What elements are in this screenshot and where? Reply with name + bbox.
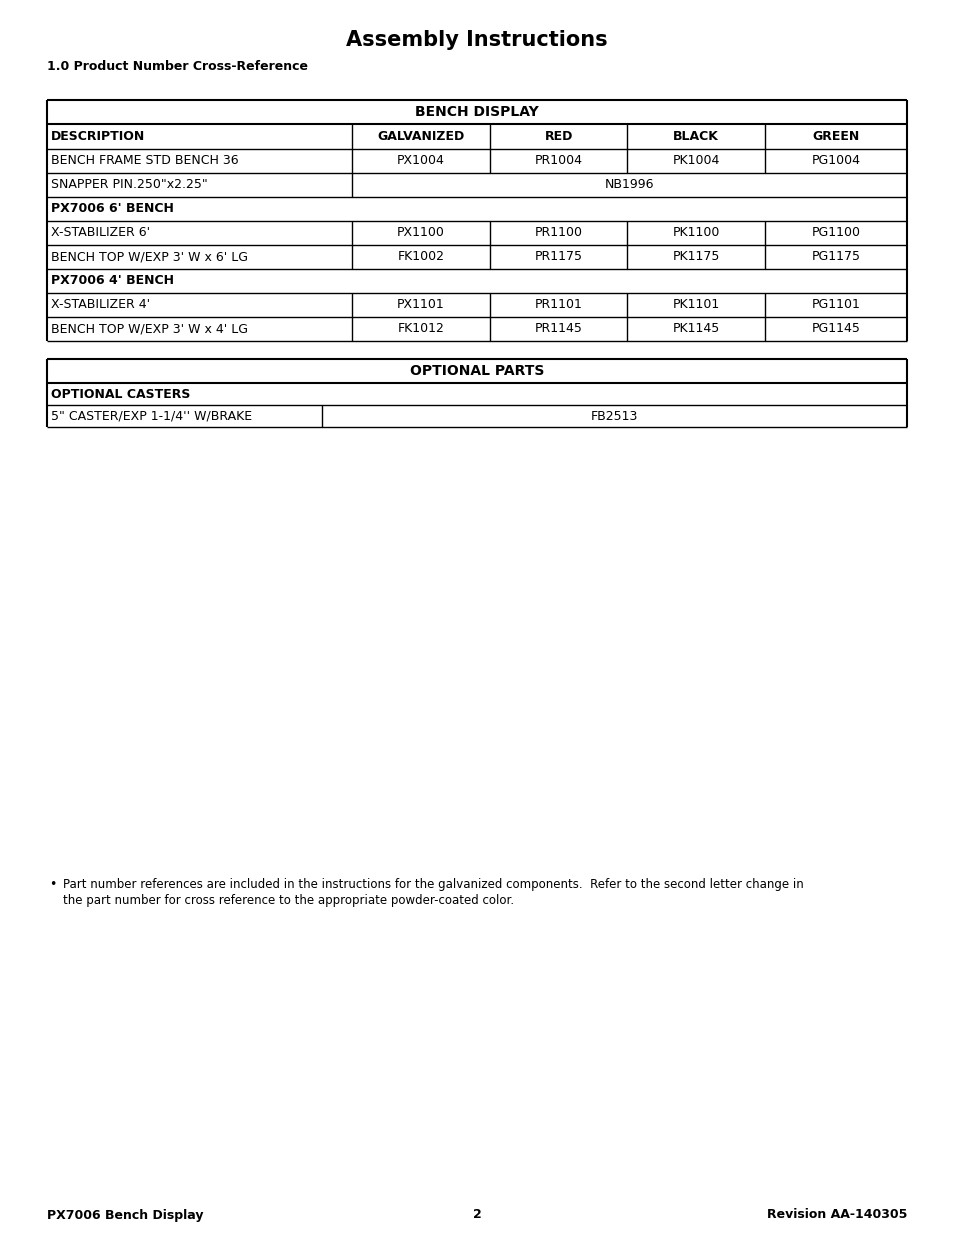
Text: BENCH TOP W/EXP 3' W x 4' LG: BENCH TOP W/EXP 3' W x 4' LG (51, 322, 248, 336)
Text: PK1100: PK1100 (672, 226, 720, 240)
Text: PG1004: PG1004 (811, 154, 860, 168)
Text: PK1175: PK1175 (672, 251, 720, 263)
Text: GREEN: GREEN (812, 130, 859, 143)
Text: 5" CASTER/EXP 1-1/4'' W/BRAKE: 5" CASTER/EXP 1-1/4'' W/BRAKE (51, 410, 252, 422)
Text: PG1101: PG1101 (811, 299, 860, 311)
Text: PR1175: PR1175 (534, 251, 582, 263)
Text: PX1004: PX1004 (396, 154, 444, 168)
Text: PK1004: PK1004 (672, 154, 720, 168)
Text: BLACK: BLACK (673, 130, 719, 143)
Text: PR1101: PR1101 (535, 299, 582, 311)
Text: FK1002: FK1002 (397, 251, 444, 263)
Text: X-STABILIZER 4': X-STABILIZER 4' (51, 299, 150, 311)
Text: 1.0 Product Number Cross-Reference: 1.0 Product Number Cross-Reference (47, 61, 308, 73)
Text: Part number references are included in the instructions for the galvanized compo: Part number references are included in t… (63, 878, 803, 890)
Text: PX1100: PX1100 (396, 226, 444, 240)
Text: SNAPPER PIN.250"x2.25": SNAPPER PIN.250"x2.25" (51, 179, 208, 191)
Text: FB2513: FB2513 (590, 410, 638, 422)
Text: 2: 2 (472, 1209, 481, 1221)
Text: Assembly Instructions: Assembly Instructions (346, 30, 607, 49)
Text: FK1012: FK1012 (397, 322, 444, 336)
Text: BENCH TOP W/EXP 3' W x 6' LG: BENCH TOP W/EXP 3' W x 6' LG (51, 251, 248, 263)
Text: PX7006 6' BENCH: PX7006 6' BENCH (51, 203, 173, 215)
Text: PX1101: PX1101 (396, 299, 444, 311)
Text: PR1004: PR1004 (534, 154, 582, 168)
Text: PG1100: PG1100 (811, 226, 860, 240)
Text: BENCH FRAME STD BENCH 36: BENCH FRAME STD BENCH 36 (51, 154, 238, 168)
Text: PX7006 4' BENCH: PX7006 4' BENCH (51, 274, 173, 288)
Text: DESCRIPTION: DESCRIPTION (51, 130, 145, 143)
Text: PK1101: PK1101 (672, 299, 720, 311)
Text: RED: RED (544, 130, 573, 143)
Text: X-STABILIZER 6': X-STABILIZER 6' (51, 226, 150, 240)
Text: •: • (49, 878, 56, 890)
Text: PX7006 Bench Display: PX7006 Bench Display (47, 1209, 203, 1221)
Text: PG1175: PG1175 (811, 251, 860, 263)
Text: OPTIONAL CASTERS: OPTIONAL CASTERS (51, 388, 191, 400)
Text: PR1145: PR1145 (535, 322, 582, 336)
Text: PG1145: PG1145 (811, 322, 860, 336)
Text: the part number for cross reference to the appropriate powder-coated color.: the part number for cross reference to t… (63, 894, 514, 906)
Text: OPTIONAL PARTS: OPTIONAL PARTS (410, 364, 543, 378)
Text: NB1996: NB1996 (604, 179, 654, 191)
Text: Revision AA-140305: Revision AA-140305 (766, 1209, 906, 1221)
Text: PK1145: PK1145 (672, 322, 720, 336)
Text: BENCH DISPLAY: BENCH DISPLAY (415, 105, 538, 119)
Text: GALVANIZED: GALVANIZED (377, 130, 464, 143)
Text: PR1100: PR1100 (534, 226, 582, 240)
